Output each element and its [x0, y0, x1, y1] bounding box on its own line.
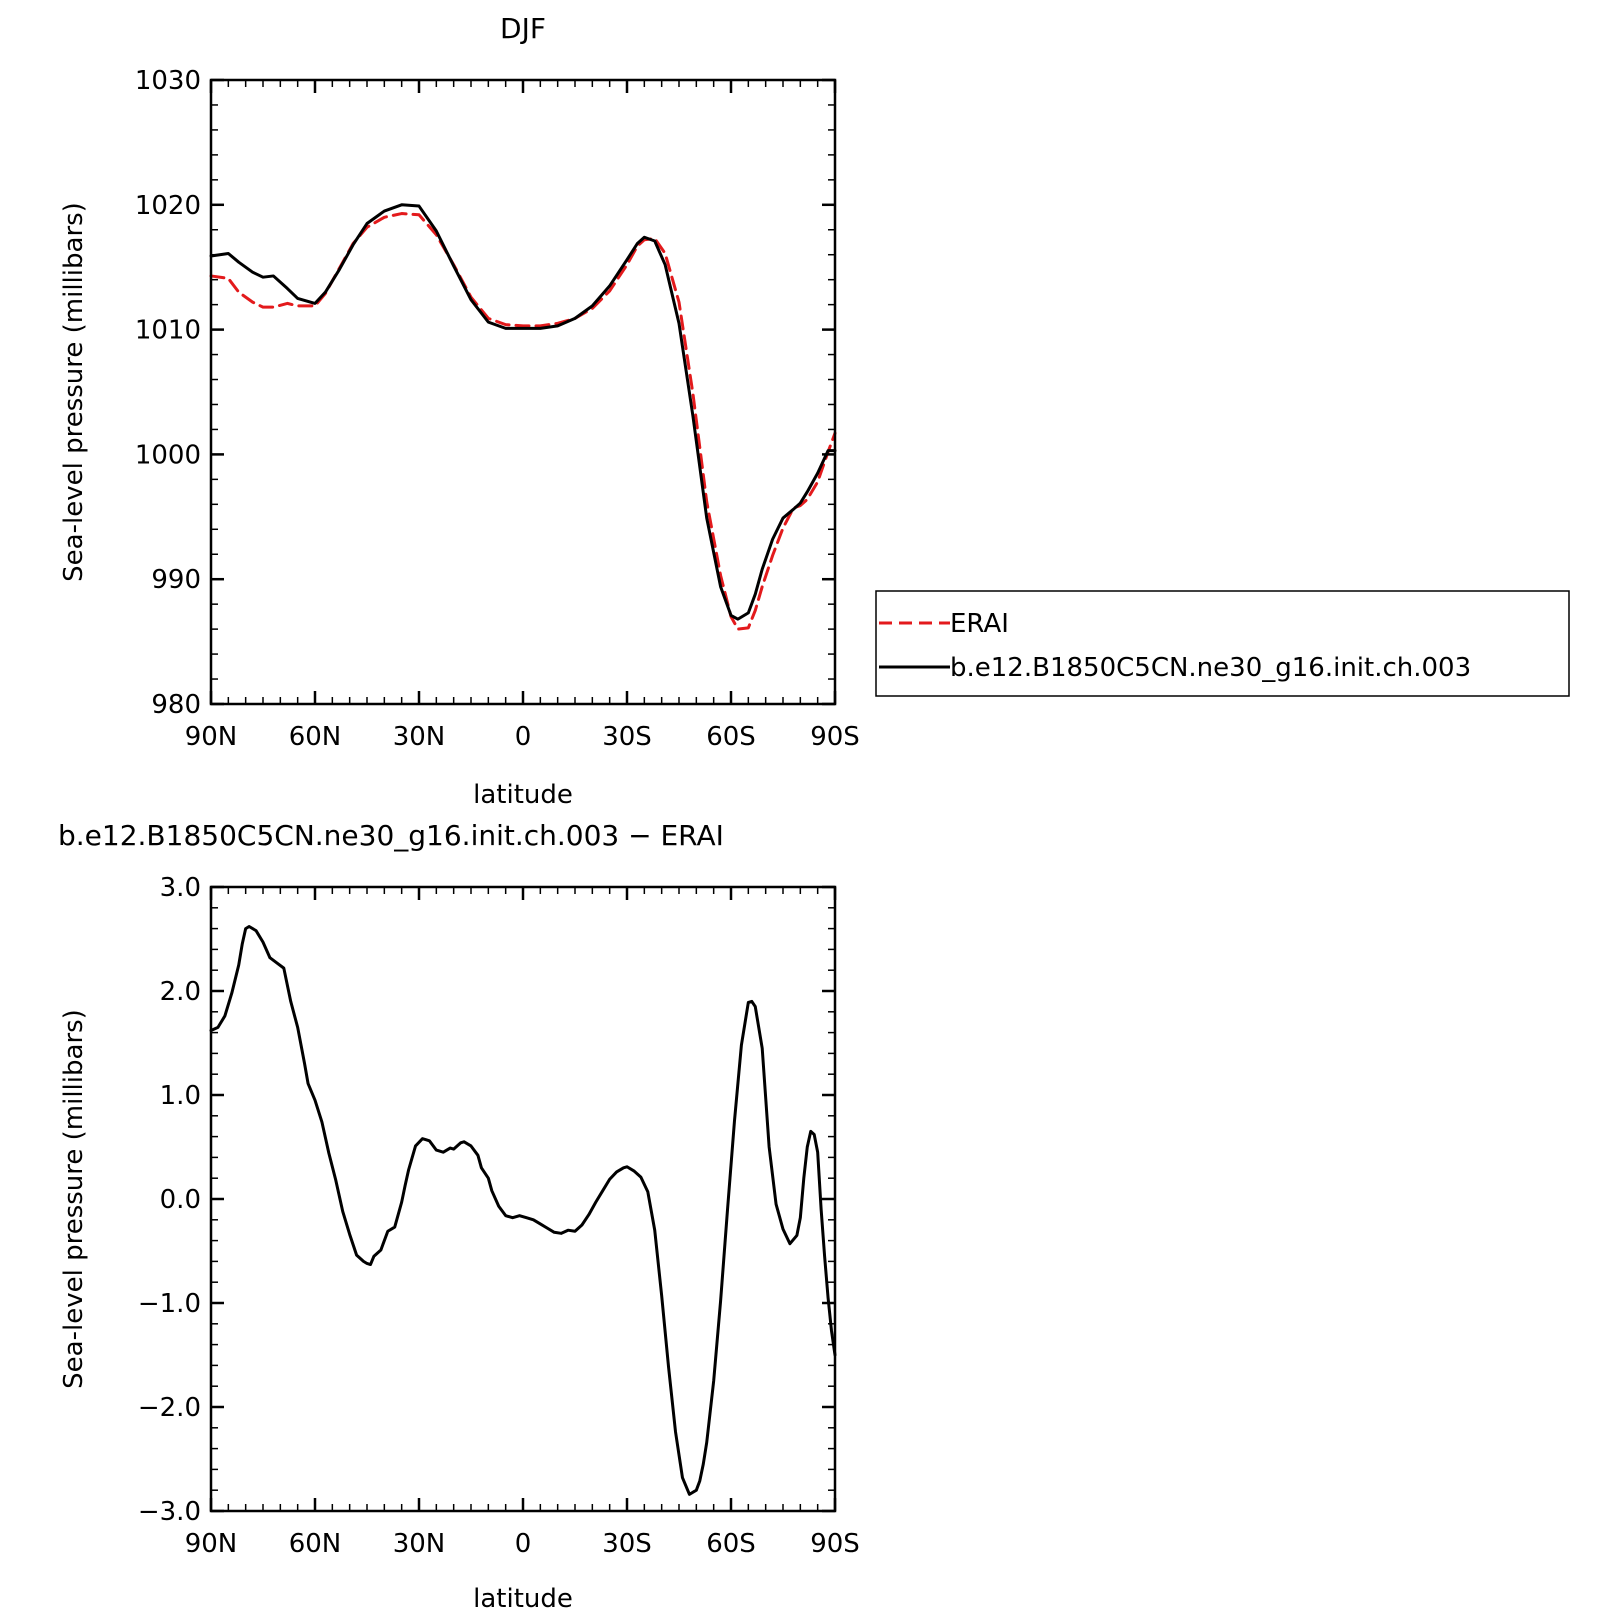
bottom-title: b.e12.B1850C5CN.ne30_g16.init.ch.003 − E…: [58, 819, 724, 852]
top-series-line-0: [209, 212, 837, 631]
bottom-xtick-label: 30S: [602, 1529, 652, 1559]
top-xtick-label: 90S: [810, 722, 860, 752]
bottom-ytick-labels: −3.0 −2.0 −1.0 0.0 1.0 2.0 3.0: [138, 873, 201, 1527]
panel-bottom: b.e12.B1850C5CN.ne30_g16.init.ch.003 − E…: [58, 819, 860, 1613]
bottom-series-group: [209, 925, 837, 1496]
top-series-line-1: [209, 203, 837, 621]
top-xtick-label: 90N: [185, 722, 238, 752]
top-series-group: [209, 203, 837, 631]
bottom-xtick-label: 90S: [810, 1529, 860, 1559]
bottom-xtick-label: 60N: [289, 1529, 342, 1559]
bottom-xtick-label: 0: [515, 1529, 532, 1559]
top-xtick-label: 30S: [602, 722, 652, 752]
bottom-ytick-label: 1.0: [160, 1081, 201, 1111]
top-ytick-label: 1030: [135, 66, 201, 96]
top-xtick-labels: 90N 60N 30N 0 30S 60S 90S: [185, 722, 860, 752]
bottom-xtick-label: 30N: [393, 1529, 446, 1559]
bottom-ytick-label: −1.0: [138, 1289, 201, 1319]
top-ytick-label: 1000: [135, 440, 201, 470]
top-xtick-label: 30N: [393, 722, 446, 752]
bottom-series-line-0: [209, 925, 837, 1496]
top-xtick-label: 60N: [289, 722, 342, 752]
top-plot-frame: [209, 78, 837, 706]
bottom-xtick-labels: 90N 60N 30N 0 30S 60S 90S: [185, 1529, 860, 1559]
bottom-xtick-label: 60S: [706, 1529, 756, 1559]
top-ytick-label: 1020: [135, 191, 201, 221]
bottom-ytick-label: −3.0: [138, 1497, 201, 1527]
bottom-ticks-group: [209, 885, 837, 1513]
top-title: DJF: [500, 12, 546, 45]
bottom-ytick-label: 3.0: [160, 873, 201, 903]
bottom-ytick-label: −2.0: [138, 1393, 201, 1423]
legend-label-erai: ERAI: [950, 609, 1009, 639]
panel-top: DJF 980 990 1000 1010 1020 1030 90N 60N 30N 0 30S…: [59, 12, 1570, 810]
legend-label-model: b.e12.B1850C5CN.ne30_g16.init.ch.003: [950, 653, 1471, 683]
bottom-plot-frame: [209, 885, 837, 1513]
legend: ERAI b.e12.B1850C5CN.ne30_g16.init.ch.00…: [875, 590, 1570, 697]
bottom-ytick-label: 2.0: [160, 977, 201, 1007]
top-xtick-label: 0: [515, 722, 532, 752]
top-ytick-labels: 980 990 1000 1010 1020 1030: [135, 66, 201, 720]
bottom-x-axis-title: latitude: [473, 1584, 573, 1613]
top-xtick-label: 60S: [706, 722, 756, 752]
top-ytick-label: 980: [151, 690, 201, 720]
top-ticks-group: [209, 78, 837, 706]
legend-box: [875, 590, 1570, 697]
bottom-xtick-label: 90N: [185, 1529, 238, 1559]
bottom-y-axis-title: Sea-level pressure (millibars): [59, 1009, 89, 1389]
top-ytick-label: 990: [151, 565, 201, 595]
bottom-ytick-label: 0.0: [160, 1185, 201, 1215]
top-y-axis-title: Sea-level pressure (millibars): [59, 202, 89, 582]
top-x-axis-title: latitude: [473, 780, 573, 810]
top-ytick-label: 1010: [135, 316, 201, 346]
